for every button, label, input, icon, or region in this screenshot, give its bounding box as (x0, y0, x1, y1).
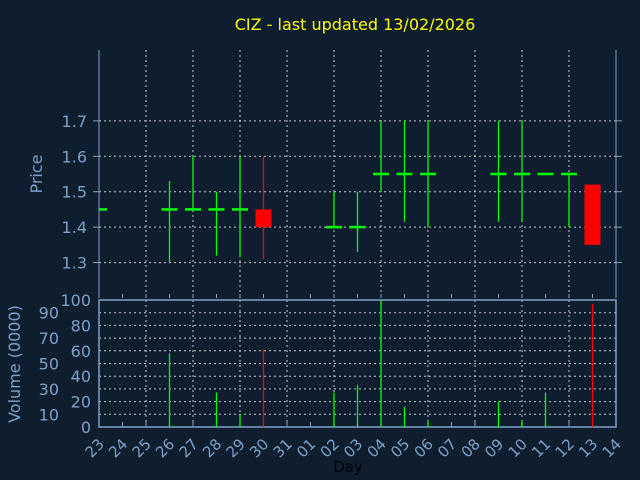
x-tick-label: 27 (176, 435, 202, 461)
x-tick-label: 29 (223, 435, 249, 461)
volume-tick-label: 30 (39, 380, 59, 399)
volume-tick-label: 90 (39, 304, 59, 323)
x-axis-label: Day (333, 458, 363, 476)
x-tick-label: 25 (129, 435, 155, 461)
x-tick-label: 23 (82, 435, 108, 461)
x-tick-label: 26 (152, 435, 178, 461)
x-tick-label: 06 (411, 435, 437, 461)
price-tick-label: 1.7 (62, 112, 87, 131)
volume-axis-label: Volume (0000) (5, 305, 24, 423)
volume-tick-label: 100 (60, 291, 91, 310)
volume-tick-label: 70 (39, 329, 59, 348)
y-axis-label: Price (27, 154, 46, 193)
volume-tick-label: 60 (71, 342, 91, 361)
x-tick-label: 12 (552, 435, 578, 461)
x-tick-label: 14 (599, 435, 625, 461)
x-tick-label: 01 (293, 435, 319, 461)
volume-tick-label: 10 (39, 405, 59, 424)
volume-tick-label: 0 (81, 418, 91, 437)
price-tick-label: 1.4 (62, 218, 87, 237)
x-tick-label: 07 (434, 435, 460, 461)
x-tick-label: 31 (270, 435, 296, 461)
x-tick-label: 10 (505, 435, 531, 461)
x-tick-label: 30 (246, 435, 272, 461)
x-tick-label: 28 (199, 435, 225, 461)
price-tick-label: 1.5 (62, 183, 87, 202)
x-tick-label: 05 (387, 435, 413, 461)
candle-body (584, 184, 601, 245)
x-tick-label: 09 (481, 435, 507, 461)
x-tick-label: 04 (364, 435, 390, 461)
volume-tick-label: 40 (71, 367, 91, 386)
price-tick-label: 1.3 (62, 254, 87, 273)
volume-tick-label: 50 (39, 355, 59, 374)
x-tick-label: 24 (105, 435, 131, 461)
x-tick-label: 11 (528, 435, 554, 461)
candle-body (255, 209, 272, 228)
volume-tick-label: 20 (71, 393, 91, 412)
x-tick-label: 13 (575, 435, 601, 461)
volume-tick-label: 80 (71, 316, 91, 335)
price-tick-label: 1.6 (62, 147, 87, 166)
chart-title: CIZ - last updated 13/02/2026 (235, 15, 476, 34)
x-tick-label: 08 (458, 435, 484, 461)
